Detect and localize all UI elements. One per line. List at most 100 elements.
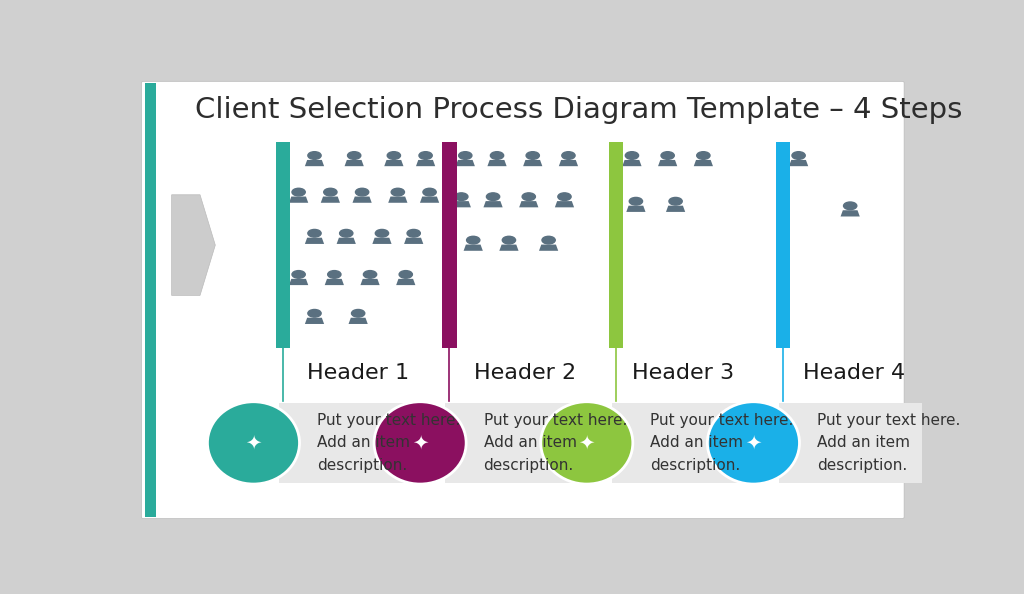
Polygon shape	[623, 160, 642, 166]
Polygon shape	[420, 197, 439, 203]
Polygon shape	[627, 206, 645, 212]
Polygon shape	[388, 197, 408, 203]
Polygon shape	[483, 201, 503, 207]
Bar	[778, 403, 934, 483]
Polygon shape	[289, 279, 308, 285]
Circle shape	[419, 151, 432, 159]
Circle shape	[347, 151, 360, 159]
Polygon shape	[693, 160, 713, 166]
Circle shape	[526, 151, 540, 159]
Circle shape	[562, 151, 575, 159]
Circle shape	[626, 151, 639, 159]
Circle shape	[792, 151, 805, 159]
Ellipse shape	[708, 402, 800, 484]
Polygon shape	[658, 160, 677, 166]
Circle shape	[408, 229, 420, 237]
Polygon shape	[348, 318, 368, 324]
Circle shape	[387, 151, 400, 159]
Bar	[762, 403, 767, 483]
Circle shape	[455, 193, 468, 201]
Circle shape	[328, 271, 341, 278]
Text: Header 4: Header 4	[803, 363, 905, 383]
Polygon shape	[305, 160, 325, 166]
Bar	[929, 403, 934, 483]
Polygon shape	[841, 210, 860, 216]
Polygon shape	[788, 160, 808, 166]
Circle shape	[355, 188, 369, 196]
Ellipse shape	[374, 402, 466, 484]
FancyBboxPatch shape	[141, 81, 904, 519]
Ellipse shape	[541, 402, 633, 484]
Bar	[145, 83, 156, 517]
Bar	[429, 403, 433, 483]
Circle shape	[308, 229, 322, 237]
Circle shape	[558, 193, 571, 201]
Polygon shape	[321, 197, 340, 203]
Circle shape	[542, 236, 555, 244]
Circle shape	[292, 271, 305, 278]
Circle shape	[423, 188, 436, 196]
Polygon shape	[500, 245, 518, 251]
Polygon shape	[373, 238, 391, 244]
Circle shape	[662, 151, 674, 159]
Polygon shape	[456, 160, 475, 166]
Polygon shape	[666, 206, 685, 212]
Polygon shape	[396, 279, 416, 285]
Circle shape	[351, 309, 365, 317]
Polygon shape	[559, 160, 579, 166]
Bar	[442, 142, 457, 348]
Polygon shape	[523, 160, 543, 166]
Text: Header 1: Header 1	[307, 363, 410, 383]
Bar	[609, 142, 624, 348]
Text: Client Selection Process Diagram Template – 4 Steps: Client Selection Process Diagram Templat…	[196, 96, 963, 124]
Circle shape	[459, 151, 472, 159]
Text: ✦: ✦	[745, 434, 762, 453]
Circle shape	[340, 229, 353, 237]
Polygon shape	[305, 238, 325, 244]
Polygon shape	[325, 279, 344, 285]
Polygon shape	[452, 201, 471, 207]
Polygon shape	[404, 238, 423, 244]
Circle shape	[324, 188, 337, 196]
Circle shape	[630, 197, 642, 205]
Text: ✦: ✦	[246, 434, 262, 453]
Polygon shape	[416, 160, 435, 166]
Polygon shape	[360, 279, 380, 285]
Text: Put your text here.
Add an item
description.: Put your text here. Add an item descript…	[316, 413, 460, 473]
Circle shape	[503, 236, 515, 244]
Bar	[275, 142, 290, 348]
Circle shape	[669, 197, 682, 205]
Circle shape	[522, 193, 536, 201]
Circle shape	[490, 151, 504, 159]
Text: ✦: ✦	[579, 434, 595, 453]
Text: Header 2: Header 2	[474, 363, 575, 383]
Polygon shape	[172, 195, 215, 295]
Circle shape	[376, 229, 388, 237]
Circle shape	[844, 202, 857, 210]
Circle shape	[391, 188, 404, 196]
Text: ✦: ✦	[412, 434, 428, 453]
Text: Header 3: Header 3	[633, 363, 734, 383]
Bar	[445, 403, 600, 483]
Bar	[595, 403, 600, 483]
Polygon shape	[305, 318, 325, 324]
Polygon shape	[384, 160, 403, 166]
Circle shape	[308, 309, 322, 317]
Polygon shape	[344, 160, 364, 166]
Text: Put your text here.
Add an item
description.: Put your text here. Add an item descript…	[817, 413, 961, 473]
Text: Put your text here.
Add an item
description.: Put your text here. Add an item descript…	[650, 413, 794, 473]
Polygon shape	[337, 238, 356, 244]
Bar	[612, 403, 767, 483]
Polygon shape	[289, 197, 308, 203]
Polygon shape	[464, 245, 483, 251]
Polygon shape	[487, 160, 507, 166]
Circle shape	[399, 271, 413, 278]
Bar	[279, 403, 433, 483]
Circle shape	[292, 188, 305, 196]
Text: Put your text here.
Add an item
description.: Put your text here. Add an item descript…	[483, 413, 627, 473]
Polygon shape	[555, 201, 574, 207]
Polygon shape	[539, 245, 558, 251]
Circle shape	[308, 151, 322, 159]
Ellipse shape	[208, 402, 299, 484]
Circle shape	[696, 151, 710, 159]
